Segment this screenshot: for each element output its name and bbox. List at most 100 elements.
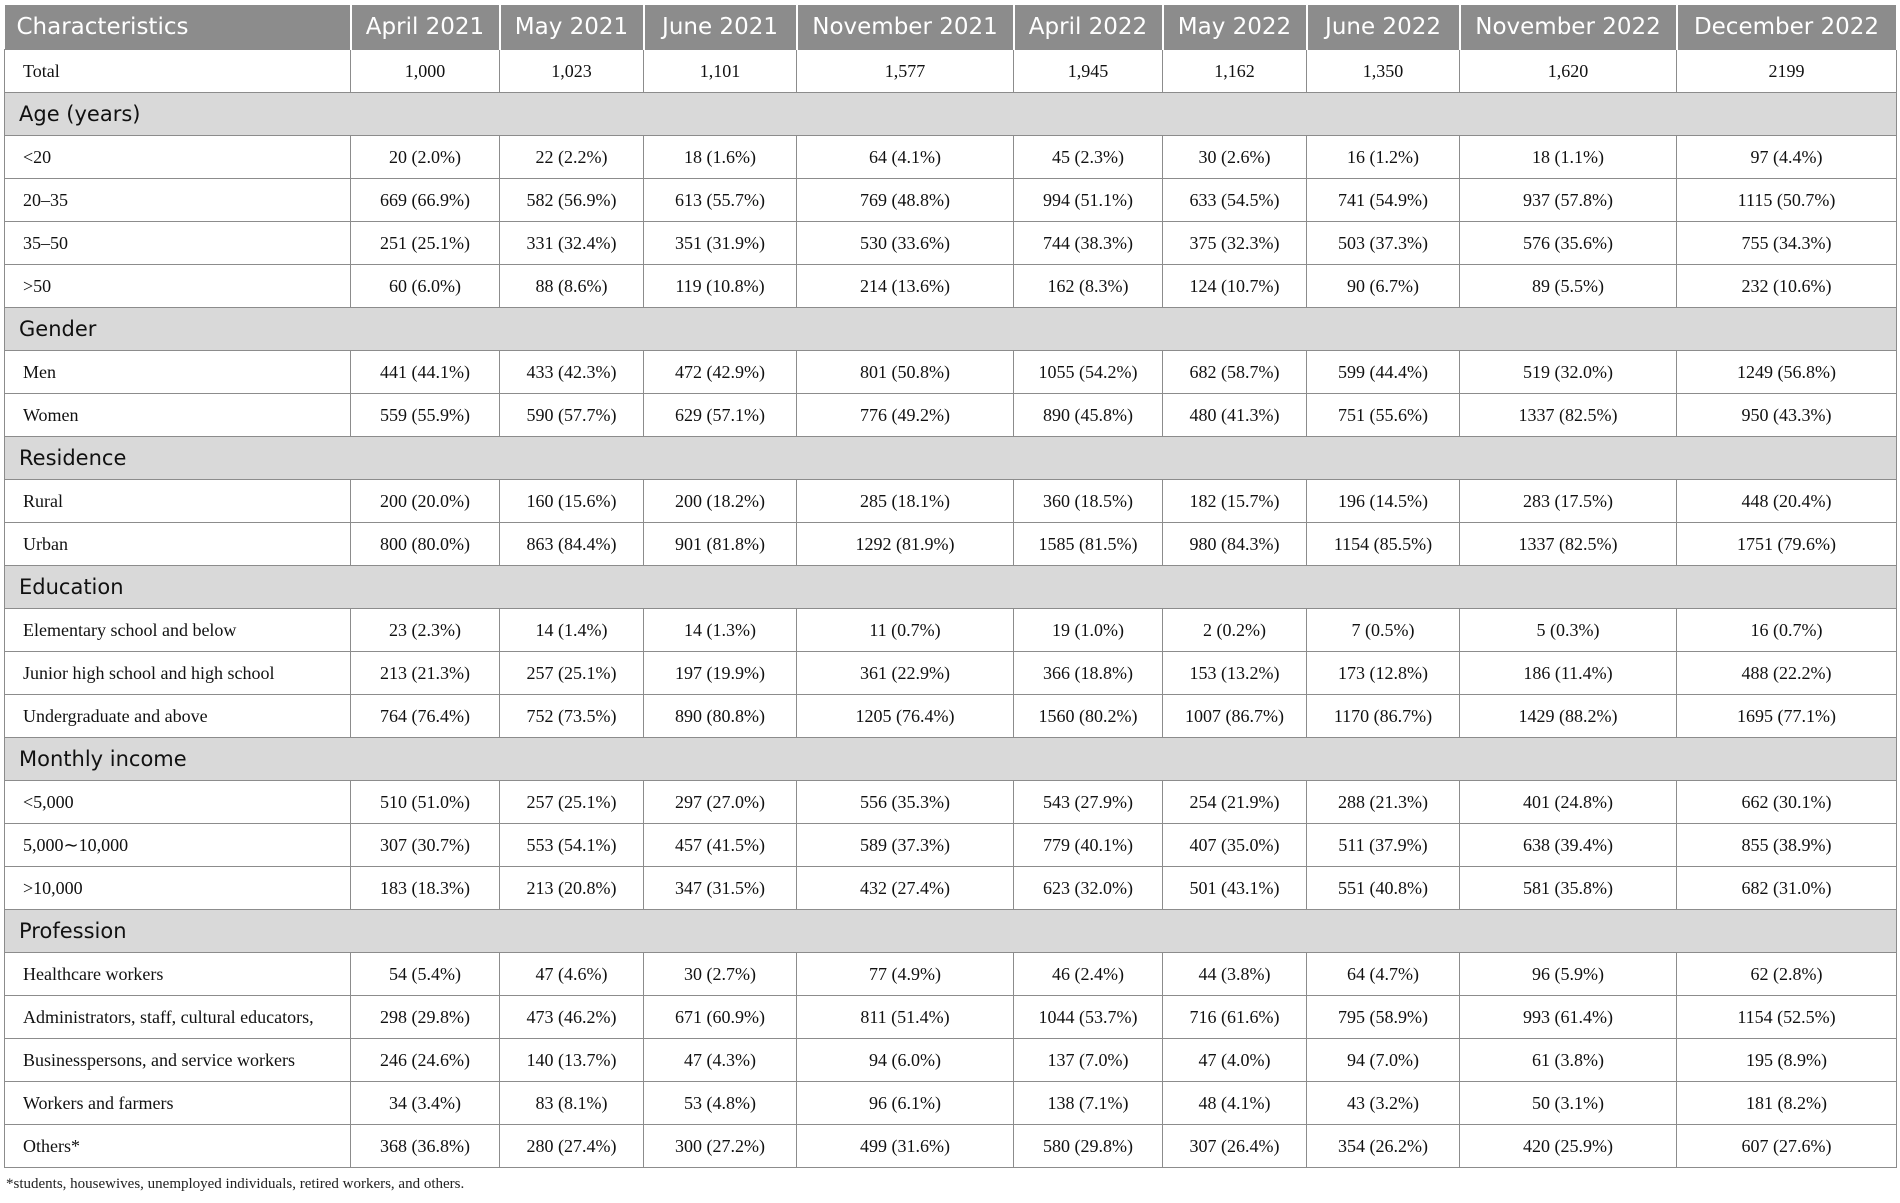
table-cell: 183 (18.3%) (350, 866, 500, 910)
table-cell: 576 (35.6%) (1459, 221, 1677, 265)
table-cell: 375 (32.3%) (1162, 221, 1307, 265)
table-cell: 354 (26.2%) (1306, 1124, 1460, 1168)
characteristics-table: Characteristics April 2021 May 2021 June 20… (4, 5, 1898, 1168)
table-cell: 1007 (86.7%) (1162, 694, 1307, 738)
table-row: Administrators, staff, cultural educator… (4, 995, 1897, 1039)
table-cell: 811 (51.4%) (796, 995, 1014, 1039)
table-cell: 407 (35.0%) (1162, 823, 1307, 867)
table-cell: 47 (4.6%) (499, 952, 644, 996)
table-cell: 186 (11.4%) (1459, 651, 1677, 695)
table-cell: 16 (1.2%) (1306, 135, 1460, 179)
table-cell: 138 (7.1%) (1013, 1081, 1163, 1125)
table-cell: 580 (29.8%) (1013, 1124, 1163, 1168)
table-row: <5,000 510 (51.0%) 257 (25.1%) 297 (27.0%) 5… (4, 780, 1897, 824)
table-cell: 1205 (76.4%) (796, 694, 1014, 738)
section-header-row: Age (years) (4, 92, 1897, 136)
table-cell: 30 (2.6%) (1162, 135, 1307, 179)
table-row: >10,000 183 (18.3%) 213 (20.8%) 347 (31.5%)… (4, 866, 1897, 910)
table-cell: 14 (1.4%) (499, 608, 644, 652)
row-label: Others* (4, 1124, 351, 1168)
table-cell: 160 (15.6%) (499, 479, 644, 523)
table-cell: 94 (7.0%) (1306, 1038, 1460, 1082)
table-cell: 1,023 (499, 49, 644, 93)
table-cell: 1,945 (1013, 49, 1163, 93)
row-label: >50 (4, 264, 351, 308)
table-cell: 499 (31.6%) (796, 1124, 1014, 1168)
table-cell: 89 (5.5%) (1459, 264, 1677, 308)
table-cell: 280 (27.4%) (499, 1124, 644, 1168)
table-row: Workers and farmers 34 (3.4%) 83 (8.1%) 53 … (4, 1081, 1897, 1125)
table-cell: 764 (76.4%) (350, 694, 500, 738)
table-cell: 257 (25.1%) (499, 780, 644, 824)
table-cell: 2 (0.2%) (1162, 608, 1307, 652)
section-title: Education (4, 565, 1897, 609)
column-header: June 2021 (643, 5, 798, 50)
table-cell: 510 (51.0%) (350, 780, 500, 824)
row-label: <5,000 (4, 780, 351, 824)
table-cell: 433 (42.3%) (499, 350, 644, 394)
table-cell: 480 (41.3%) (1162, 393, 1307, 437)
table-cell: 980 (84.3%) (1162, 522, 1307, 566)
table-cell: 662 (30.1%) (1676, 780, 1897, 824)
table-cell: 48 (4.1%) (1162, 1081, 1307, 1125)
table-row: Women 559 (55.9%) 590 (57.7%) 629 (57.1%) 77… (4, 393, 1897, 437)
table-cell: 472 (42.9%) (643, 350, 797, 394)
table-cell: 401 (24.8%) (1459, 780, 1677, 824)
row-label: <20 (4, 135, 351, 179)
table-cell: 46 (2.4%) (1013, 952, 1163, 996)
table-cell: 62 (2.8%) (1676, 952, 1897, 996)
table-cell: 457 (41.5%) (643, 823, 797, 867)
table-cell: 232 (10.6%) (1676, 264, 1897, 308)
table-cell: 473 (46.2%) (499, 995, 644, 1039)
table-cell: 682 (58.7%) (1162, 350, 1307, 394)
table-cell: 669 (66.9%) (350, 178, 500, 222)
column-header: December 2022 (1676, 5, 1898, 50)
column-header: Characteristics (4, 5, 352, 50)
table-cell: 96 (5.9%) (1459, 952, 1677, 996)
table-cell: 162 (8.3%) (1013, 264, 1163, 308)
table-cell: 769 (48.8%) (796, 178, 1014, 222)
table-cell: 182 (15.7%) (1162, 479, 1307, 523)
table-cell: 863 (84.4%) (499, 522, 644, 566)
table-cell: 195 (8.9%) (1676, 1038, 1897, 1082)
section-title: Gender (4, 307, 1897, 351)
table-cell: 61 (3.8%) (1459, 1038, 1677, 1082)
row-label: Junior high school and high school (4, 651, 351, 695)
table-cell: 254 (21.9%) (1162, 780, 1307, 824)
table-cell: 671 (60.9%) (643, 995, 797, 1039)
table-cell: 589 (37.3%) (796, 823, 1014, 867)
table-cell: 30 (2.7%) (643, 952, 797, 996)
row-label: 20–35 (4, 178, 351, 222)
table-cell: 307 (26.4%) (1162, 1124, 1307, 1168)
table-cell: 1560 (80.2%) (1013, 694, 1163, 738)
table-row: Junior high school and high school 213 (2… (4, 651, 1897, 695)
table-cell: 559 (55.9%) (350, 393, 500, 437)
table-cell: 582 (56.9%) (499, 178, 644, 222)
table-cell: 213 (20.8%) (499, 866, 644, 910)
row-label: Administrators, staff, cultural educator… (4, 995, 351, 1039)
table-cell: 173 (12.8%) (1306, 651, 1460, 695)
table-cell: 366 (18.8%) (1013, 651, 1163, 695)
table-cell: 53 (4.8%) (643, 1081, 797, 1125)
table-cell: 716 (61.6%) (1162, 995, 1307, 1039)
table-cell: 2199 (1676, 49, 1897, 93)
row-label: Elementary school and below (4, 608, 351, 652)
row-label: Total (4, 49, 351, 93)
table-cell: 890 (45.8%) (1013, 393, 1163, 437)
table-cell: 623 (32.0%) (1013, 866, 1163, 910)
table-cell: 137 (7.0%) (1013, 1038, 1163, 1082)
table-cell: 64 (4.7%) (1306, 952, 1460, 996)
row-label: >10,000 (4, 866, 351, 910)
table-row: 5,000∼10,000 307 (30.7%) 553 (54.1%) 457 (4… (4, 823, 1897, 867)
table-cell: 607 (27.6%) (1676, 1124, 1897, 1168)
table-cell: 511 (37.9%) (1306, 823, 1460, 867)
table-cell: 1055 (54.2%) (1013, 350, 1163, 394)
table-cell: 361 (22.9%) (796, 651, 1014, 695)
table-row: Others* 368 (36.8%) 280 (27.4%) 300 (27.2%)… (4, 1124, 1897, 1168)
row-label: Undergraduate and above (4, 694, 351, 738)
table-cell: 124 (10.7%) (1162, 264, 1307, 308)
table-row: <20 20 (2.0%) 22 (2.2%) 18 (1.6%) 64 (4.1%) 4… (4, 135, 1897, 179)
table-cell: 197 (19.9%) (643, 651, 797, 695)
header-row: Characteristics April 2021 May 2021 June 20… (4, 5, 1898, 50)
table-cell: 351 (31.9%) (643, 221, 797, 265)
